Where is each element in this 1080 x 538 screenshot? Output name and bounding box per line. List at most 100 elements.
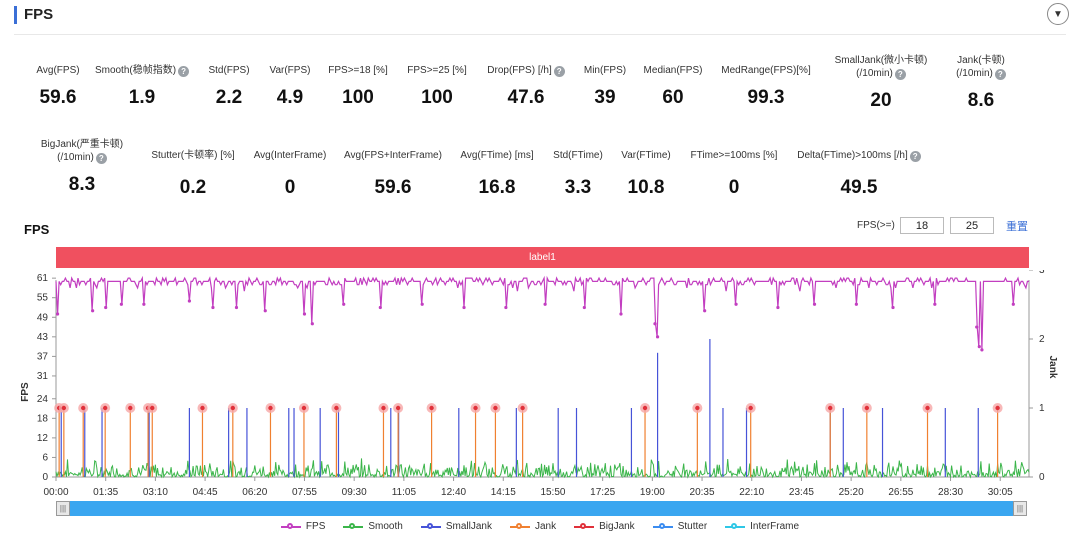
label-band[interactable]: label1 xyxy=(56,247,1029,268)
metric-label: Std(FPS) xyxy=(208,65,250,76)
metric-item: Std(FPS) 2.2 xyxy=(149,64,309,109)
legend-label: BigJank xyxy=(599,521,635,532)
x-tick-label: 12:40 xyxy=(441,487,466,498)
y-left-tick-label: 61 xyxy=(37,273,49,284)
x-tick-label: 07:55 xyxy=(292,487,317,498)
fps-dip-point xyxy=(504,305,508,310)
metric-label-row: Smooth(稳帧指数)? xyxy=(62,64,222,77)
metric-value: 3.3 xyxy=(564,177,592,198)
legend-item[interactable]: SmallJank xyxy=(420,521,492,532)
legend-item[interactable]: InterFrame xyxy=(725,521,799,532)
fps-dip-point xyxy=(104,305,108,310)
fps-dip-point xyxy=(55,312,60,316)
metric-item: BigJank(严重卡顿) (/10min)? 8.3 xyxy=(2,138,162,196)
fps-dip-point xyxy=(310,322,314,326)
help-icon[interactable]: ? xyxy=(553,66,565,77)
fps-dip-point xyxy=(462,305,466,310)
legend-item[interactable]: Smooth xyxy=(343,521,403,532)
time-range-slider[interactable]: ||| ||| xyxy=(56,501,1027,516)
fps-series-line xyxy=(55,275,1029,350)
legend-label: InterFrame xyxy=(750,521,800,532)
help-icon[interactable]: ? xyxy=(894,69,906,80)
metric-value: 1.9 xyxy=(128,87,156,108)
metric-label-unit: (/10min) xyxy=(57,152,94,163)
metric-label-row: Drop(FPS) [/h]? xyxy=(446,64,606,77)
legend-label: Stutter xyxy=(677,521,708,532)
help-icon[interactable]: ? xyxy=(994,69,1006,80)
metric-label: Avg(InterFrame) xyxy=(253,150,327,161)
metric-value: 99.3 xyxy=(747,87,785,108)
slider-left-handle[interactable]: ||| xyxy=(56,501,70,516)
metric-label: Drop(FPS) [/h] xyxy=(487,65,552,76)
collapse-toggle-button[interactable]: ▼ xyxy=(1047,3,1069,25)
metric-item: Drop(FPS) [/h]? 47.6 xyxy=(446,64,606,109)
bigjank-marker xyxy=(828,405,833,411)
fps-dip-point xyxy=(776,305,780,310)
metric-label-unit: (/10min) xyxy=(856,68,893,79)
metric-item: FPS>=18 [%] 100 xyxy=(278,64,438,109)
help-icon[interactable]: ? xyxy=(909,151,921,162)
metric-label: FTime>=100ms [%] xyxy=(690,150,778,161)
legend-swatch-icon xyxy=(574,522,595,529)
metric-item: Avg(FPS+InterFrame) 59.6 xyxy=(313,149,473,199)
help-icon[interactable]: ? xyxy=(95,153,107,164)
bigjank-marker xyxy=(150,405,155,411)
fps-dip-point xyxy=(655,335,660,339)
metric-label: Stutter(卡顿率) [%] xyxy=(151,150,235,161)
section-header: FPS ▼ xyxy=(0,0,1080,35)
bigjank-marker xyxy=(748,405,753,411)
fps-dip-point xyxy=(619,312,623,316)
metric-value: 0 xyxy=(284,177,296,198)
bigjank-marker xyxy=(925,405,930,411)
fps-dip-point xyxy=(119,302,123,306)
fps-dip-point xyxy=(977,345,981,349)
metric-label: Avg(FPS+InterFrame) xyxy=(344,150,442,161)
metric-label: MedRange(FPS)[%] xyxy=(721,65,811,76)
help-icon[interactable]: ? xyxy=(178,66,190,77)
metric-value: 60 xyxy=(662,87,684,108)
metric-item: SmallJank(微小卡顿) (/10min)? 20 xyxy=(801,54,961,112)
legend-item[interactable]: Stutter xyxy=(652,521,708,532)
legend-swatch-icon xyxy=(420,522,441,529)
x-tick-label: 28:30 xyxy=(938,487,963,498)
slider-right-handle[interactable]: ||| xyxy=(1013,501,1027,516)
y-right-tick-label: 3 xyxy=(1039,270,1045,276)
fps-dip-point xyxy=(420,302,424,306)
fps-dip-point xyxy=(342,302,346,306)
fps-dip-point xyxy=(582,305,586,310)
bigjank-marker xyxy=(695,405,700,411)
y-right-axis-title: Jank xyxy=(1047,356,1058,379)
x-tick-label: 03:10 xyxy=(143,487,168,498)
bigjank-marker xyxy=(61,405,67,411)
legend-item[interactable]: Jank xyxy=(509,521,556,532)
metric-value: 39 xyxy=(594,87,616,108)
legend-item[interactable]: BigJank xyxy=(574,521,635,532)
metric-item: Avg(InterFrame) 0 xyxy=(210,149,370,199)
bigjank-marker xyxy=(493,405,498,411)
fps-threshold-input-1[interactable] xyxy=(900,217,944,234)
fps-dip-point xyxy=(187,299,191,303)
metric-item: MedRange(FPS)[%] 99.3 xyxy=(686,64,846,109)
legend-item[interactable]: FPS xyxy=(280,521,325,532)
x-tick-label: 15:50 xyxy=(540,487,565,498)
bigjank-marker xyxy=(395,405,401,411)
metric-label: FPS>=18 [%] xyxy=(328,65,388,76)
y-right-tick-label: 2 xyxy=(1039,334,1045,345)
metric-label: Var(FTime) xyxy=(621,150,671,161)
y-left-tick-label: 18 xyxy=(37,413,49,424)
y-left-tick-label: 31 xyxy=(37,371,49,382)
bigjank-marker xyxy=(429,405,434,411)
fps-threshold-input-2[interactable] xyxy=(950,217,994,234)
fps-dip-point xyxy=(302,312,307,316)
fps-threshold-label: FPS(>=) xyxy=(857,220,895,231)
x-tick-label: 17:25 xyxy=(590,487,615,498)
metric-item: Var(FPS) 4.9 xyxy=(210,64,370,109)
fps-dip-point xyxy=(91,309,95,313)
fps-dip-point xyxy=(854,302,858,306)
metric-value: 20 xyxy=(870,90,892,111)
y-left-tick-label: 12 xyxy=(37,433,49,444)
metric-label: Var(FPS) xyxy=(269,65,311,76)
metric-item: Stutter(卡顿率) [%] 0.2 xyxy=(113,149,273,199)
reset-button[interactable]: 重置 xyxy=(1006,221,1028,233)
